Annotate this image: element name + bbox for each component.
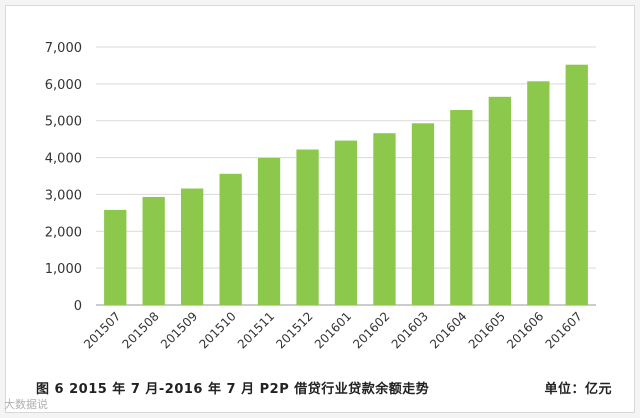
x-tick-label: 201512 bbox=[273, 309, 315, 351]
bar bbox=[334, 140, 358, 305]
x-tick-label: 201606 bbox=[504, 309, 546, 351]
y-tick-label: 5,000 bbox=[45, 115, 82, 130]
bar bbox=[257, 157, 281, 305]
bar bbox=[565, 64, 588, 305]
y-tick-label: 2,000 bbox=[45, 225, 82, 240]
y-tick-label: 4,000 bbox=[45, 152, 82, 167]
bar bbox=[142, 197, 165, 305]
bar bbox=[527, 81, 550, 305]
watermark: 大数据说 bbox=[4, 398, 48, 411]
bar bbox=[219, 173, 242, 305]
x-tick-label: 201509 bbox=[158, 309, 200, 351]
x-tick-label: 201605 bbox=[466, 309, 508, 351]
caption-unit: 单位：亿元 bbox=[544, 382, 612, 397]
y-tick-label: 0 bbox=[74, 299, 82, 314]
y-tick-label: 3,000 bbox=[45, 188, 82, 203]
x-tick-label: 201603 bbox=[389, 309, 431, 351]
y-tick-label: 1,000 bbox=[45, 262, 82, 277]
bar bbox=[411, 123, 435, 305]
bar bbox=[488, 96, 511, 305]
y-tick-label: 7,000 bbox=[45, 41, 82, 56]
bar bbox=[296, 149, 319, 305]
x-tick-label: 201510 bbox=[196, 309, 238, 351]
bar bbox=[450, 110, 473, 305]
caption-text: 图 6 2015 年 7 月-2016 年 7 月 P2P 借贷行业贷款余额走势 bbox=[36, 382, 430, 397]
x-tick-label: 201602 bbox=[350, 309, 392, 351]
bar bbox=[373, 133, 396, 305]
bar bbox=[104, 209, 127, 305]
y-tick-label: 6,000 bbox=[45, 78, 82, 93]
x-tick-label: 201607 bbox=[543, 309, 585, 351]
bar bbox=[181, 188, 204, 305]
x-tick-label: 201601 bbox=[312, 309, 354, 351]
x-tick-label: 201511 bbox=[235, 309, 277, 351]
x-tick-label: 201507 bbox=[81, 309, 123, 351]
chart-caption: 图 6 2015 年 7 月-2016 年 7 月 P2P 借贷行业贷款余额走势… bbox=[36, 378, 626, 397]
x-tick-label: 201508 bbox=[120, 309, 162, 351]
x-tick-label: 201604 bbox=[427, 309, 469, 351]
